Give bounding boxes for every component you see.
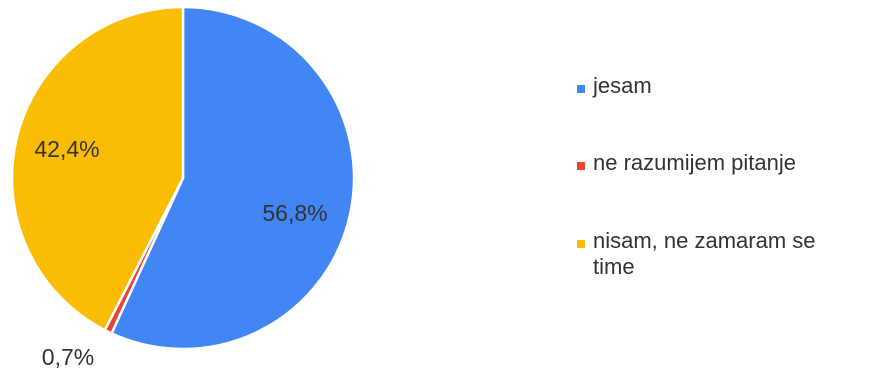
legend-label: ne razumijem pitanje — [593, 150, 796, 175]
legend-item: jesam — [577, 73, 652, 98]
slice-value-label: 42,4% — [34, 136, 99, 162]
legend-label: nisam, ne zamaram se time — [593, 228, 816, 279]
legend-label: jesam — [592, 73, 652, 98]
legend-swatch — [577, 162, 585, 170]
legend-swatch — [577, 240, 585, 248]
pie-slice-nisam-ne-zamaram-se-time — [10, 5, 185, 332]
slice-value-label: 0,7% — [42, 344, 94, 370]
legend-swatch — [577, 85, 585, 93]
legend-item: ne razumijem pitanje — [577, 150, 796, 175]
pie-slice-jesam — [110, 5, 356, 351]
legend-item: nisam, ne zamaram se time — [577, 228, 816, 279]
slice-value-label: 56,8% — [262, 200, 327, 226]
